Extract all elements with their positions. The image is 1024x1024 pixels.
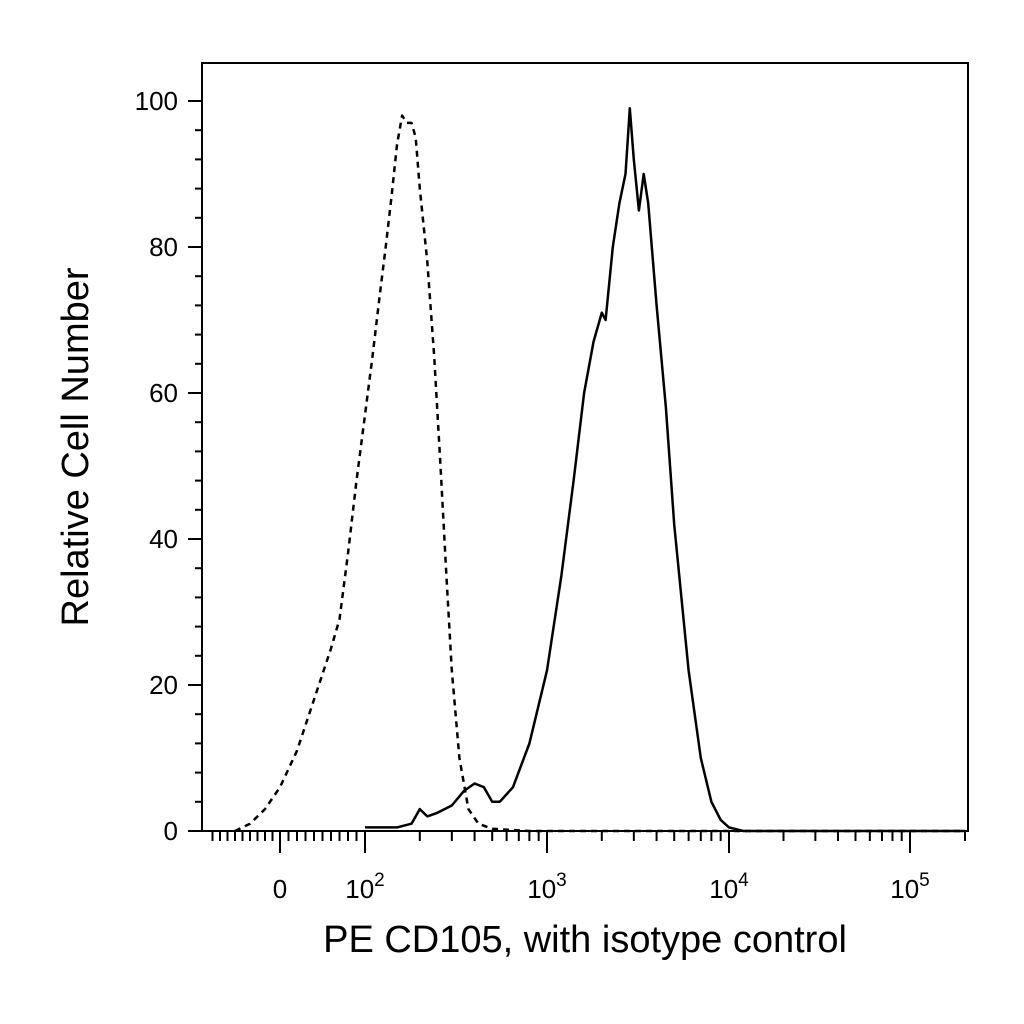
cd105-curve <box>365 107 965 833</box>
y-tick-label: 60 <box>149 378 178 408</box>
isotype-control-curve <box>234 114 965 833</box>
x-tick-label: 104 <box>709 870 749 904</box>
y-tick-label: 0 <box>164 816 178 846</box>
y-tick-label: 20 <box>149 670 178 700</box>
x-tick-label: 102 <box>345 870 385 904</box>
y-axis-title: Relative Cell Number <box>55 267 97 626</box>
x-tick-label: 103 <box>527 870 567 904</box>
y-tick-label: 80 <box>149 232 178 262</box>
x-tick-label: 0 <box>273 874 287 904</box>
y-tick-label: 40 <box>149 524 178 554</box>
plot-frame <box>201 62 969 832</box>
y-tick-label: 100 <box>135 86 178 116</box>
x-axis-title: PE CD105, with isotype control <box>323 919 847 961</box>
x-tick-label: 105 <box>890 870 930 904</box>
